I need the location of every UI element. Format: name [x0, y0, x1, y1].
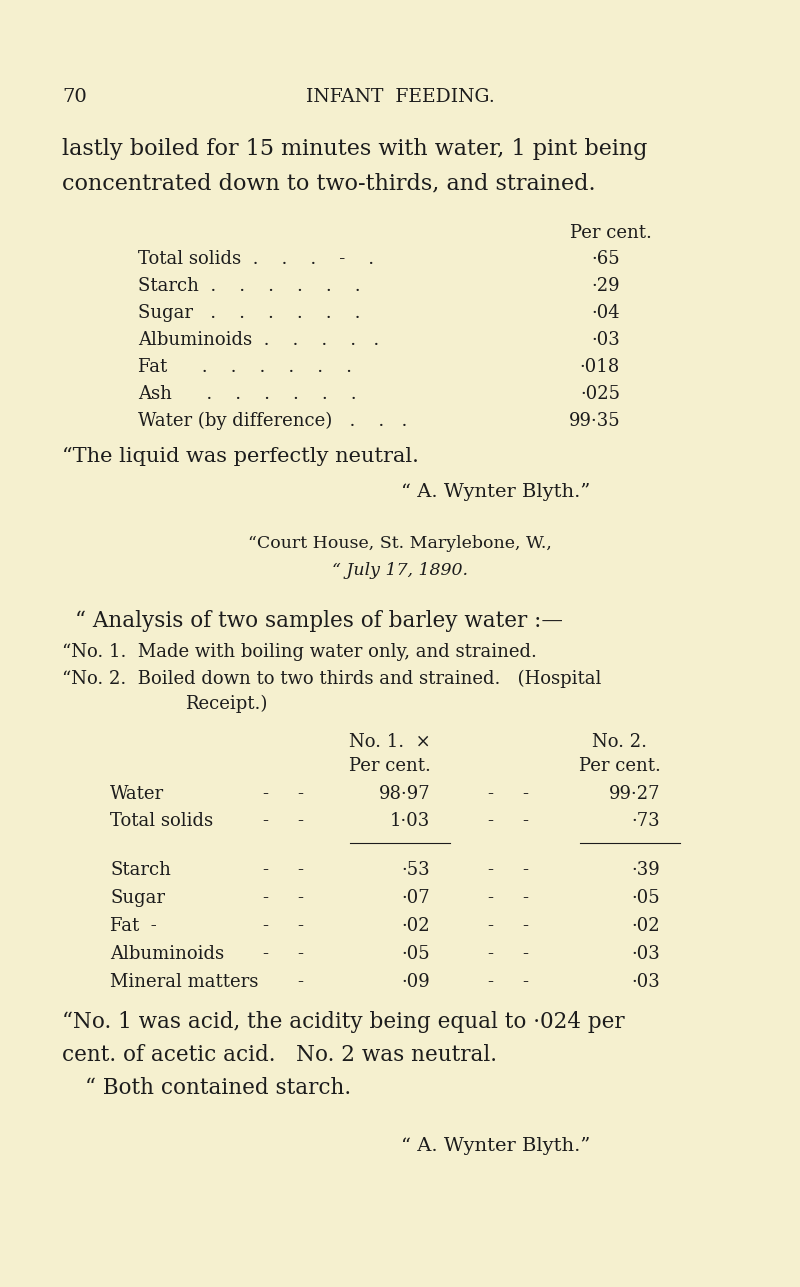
Text: -: - — [522, 945, 528, 963]
Text: “The liquid was perfectly neutral.: “The liquid was perfectly neutral. — [62, 447, 419, 466]
Text: Receipt.): Receipt.) — [185, 695, 267, 713]
Text: -: - — [522, 861, 528, 879]
Text: ·03: ·03 — [591, 331, 620, 349]
Text: 99·35: 99·35 — [568, 412, 620, 430]
Text: “ July 17, 1890.: “ July 17, 1890. — [332, 562, 468, 579]
Text: “No. 1.  Made with boiling water only, and strained.: “No. 1. Made with boiling water only, an… — [62, 644, 537, 662]
Text: ·65: ·65 — [591, 250, 620, 268]
Text: Sugar: Sugar — [110, 889, 165, 907]
Text: -: - — [297, 861, 303, 879]
Text: ·03: ·03 — [631, 945, 660, 963]
Text: Water: Water — [110, 785, 164, 803]
Text: Water (by difference)   .    .   .: Water (by difference) . . . — [138, 412, 407, 430]
Text: ·04: ·04 — [591, 304, 620, 322]
Text: “Court House, St. Marylebone, W.,: “Court House, St. Marylebone, W., — [248, 535, 552, 552]
Text: “No. 1 was acid, the acidity being equal to ·024 per: “No. 1 was acid, the acidity being equal… — [62, 1012, 625, 1033]
Text: -: - — [262, 889, 268, 907]
Text: -: - — [297, 973, 303, 991]
Text: ·02: ·02 — [402, 918, 430, 934]
Text: -: - — [487, 861, 493, 879]
Text: cent. of acetic acid.   No. 2 was neutral.: cent. of acetic acid. No. 2 was neutral. — [62, 1044, 497, 1066]
Text: -: - — [262, 785, 268, 803]
Text: -: - — [297, 785, 303, 803]
Text: 99·27: 99·27 — [609, 785, 660, 803]
Text: Mineral matters: Mineral matters — [110, 973, 258, 991]
Text: ·025: ·025 — [580, 385, 620, 403]
Text: ·73: ·73 — [631, 812, 660, 830]
Text: Albuminoids  .    .    .    .   .: Albuminoids . . . . . — [138, 331, 379, 349]
Text: Starch: Starch — [110, 861, 171, 879]
Text: Per cent.: Per cent. — [579, 757, 661, 775]
Text: Albuminoids: Albuminoids — [110, 945, 224, 963]
Text: “ A. Wynter Blyth.”: “ A. Wynter Blyth.” — [401, 1136, 590, 1154]
Text: ·05: ·05 — [631, 889, 660, 907]
Text: -: - — [487, 973, 493, 991]
Text: -: - — [297, 889, 303, 907]
Text: 1·03: 1·03 — [390, 812, 430, 830]
Text: Starch  .    .    .    .    .    .: Starch . . . . . . — [138, 277, 361, 295]
Text: -: - — [487, 889, 493, 907]
Text: -: - — [487, 785, 493, 803]
Text: ·53: ·53 — [402, 861, 430, 879]
Text: -: - — [262, 945, 268, 963]
Text: Ash      .    .    .    .    .    .: Ash . . . . . . — [138, 385, 357, 403]
Text: -: - — [522, 812, 528, 830]
Text: -: - — [522, 889, 528, 907]
Text: 70: 70 — [62, 88, 86, 106]
Text: ·02: ·02 — [631, 918, 660, 934]
Text: -: - — [297, 945, 303, 963]
Text: ·39: ·39 — [631, 861, 660, 879]
Text: “No. 2.  Boiled down to two thirds and strained.   (Hospital: “No. 2. Boiled down to two thirds and st… — [62, 671, 602, 689]
Text: No. 1.  ×: No. 1. × — [349, 734, 431, 752]
Text: -: - — [487, 945, 493, 963]
Text: -: - — [522, 785, 528, 803]
Text: “ A. Wynter Blyth.”: “ A. Wynter Blyth.” — [401, 483, 590, 501]
Text: -: - — [262, 861, 268, 879]
Text: Total solids  .    .    .    -    .: Total solids . . . - . — [138, 250, 374, 268]
Text: ·09: ·09 — [402, 973, 430, 991]
Text: ·05: ·05 — [402, 945, 430, 963]
Text: Sugar   .    .    .    .    .    .: Sugar . . . . . . — [138, 304, 361, 322]
Text: Total solids: Total solids — [110, 812, 213, 830]
Text: No. 2.: No. 2. — [593, 734, 647, 752]
Text: Fat      .    .    .    .    .    .: Fat . . . . . . — [138, 358, 352, 376]
Text: ·018: ·018 — [580, 358, 620, 376]
Text: -: - — [262, 918, 268, 934]
Text: ·03: ·03 — [631, 973, 660, 991]
Text: ·29: ·29 — [591, 277, 620, 295]
Text: concentrated down to two-thirds, and strained.: concentrated down to two-thirds, and str… — [62, 172, 596, 194]
Text: lastly boiled for 15 minutes with water, 1 pint being: lastly boiled for 15 minutes with water,… — [62, 138, 647, 160]
Text: INFANT  FEEDING.: INFANT FEEDING. — [306, 88, 494, 106]
Text: Per cent.: Per cent. — [570, 224, 652, 242]
Text: -: - — [487, 812, 493, 830]
Text: ·07: ·07 — [402, 889, 430, 907]
Text: -: - — [487, 918, 493, 934]
Text: -: - — [522, 973, 528, 991]
Text: Per cent.: Per cent. — [349, 757, 431, 775]
Text: “ Both contained starch.: “ Both contained starch. — [85, 1077, 351, 1099]
Text: -: - — [297, 918, 303, 934]
Text: -: - — [522, 918, 528, 934]
Text: -: - — [262, 812, 268, 830]
Text: “ Analysis of two samples of barley water :—: “ Analysis of two samples of barley wate… — [75, 610, 563, 632]
Text: Fat  -: Fat - — [110, 918, 157, 934]
Text: -: - — [297, 812, 303, 830]
Text: 98·97: 98·97 — [378, 785, 430, 803]
